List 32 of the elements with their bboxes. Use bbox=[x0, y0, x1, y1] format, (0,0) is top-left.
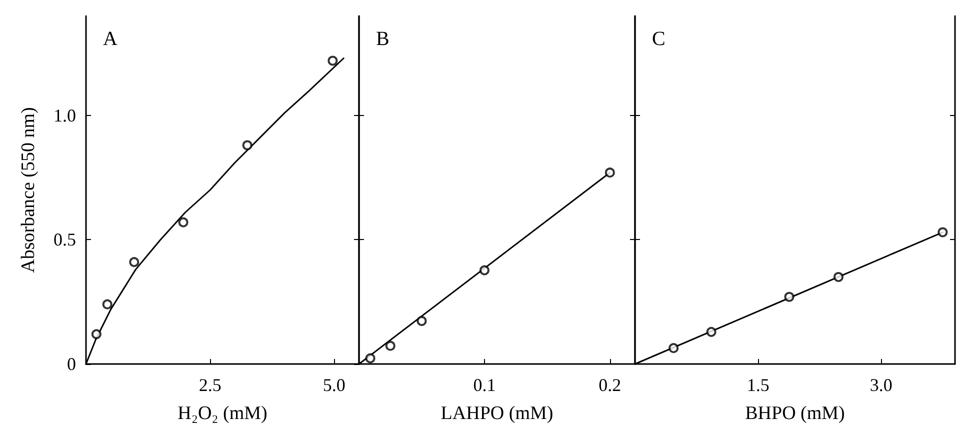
y-tick-label: 0.5 bbox=[54, 230, 76, 250]
point bbox=[668, 343, 679, 354]
point bbox=[706, 326, 716, 337]
y-axis-title: Absorbance (550 nm) bbox=[18, 107, 39, 273]
text: B bbox=[376, 28, 390, 50]
x-tick-label: 0.1 bbox=[473, 375, 496, 395]
point bbox=[102, 299, 112, 310]
x-tick-label: 1.5 bbox=[746, 375, 770, 395]
point bbox=[479, 265, 490, 276]
y-tick-label: 0 bbox=[67, 354, 76, 374]
point bbox=[416, 316, 427, 326]
text: C bbox=[652, 28, 666, 50]
point bbox=[91, 329, 102, 340]
point bbox=[328, 56, 338, 66]
x-axis-title: BHPO (mM) bbox=[745, 403, 845, 424]
point bbox=[938, 227, 948, 238]
point bbox=[129, 257, 140, 268]
point bbox=[385, 340, 396, 351]
point bbox=[784, 292, 794, 302]
point bbox=[242, 140, 252, 150]
y-tick-label: 1.0 bbox=[54, 105, 76, 126]
x-tick-label: 2.5 bbox=[198, 375, 222, 395]
x-tick-label: 3.0 bbox=[870, 375, 892, 395]
point bbox=[833, 272, 844, 282]
point bbox=[604, 168, 615, 178]
x-tick-label: 0.2 bbox=[598, 375, 622, 395]
x-axis-title: H₂O₂ (mM) bbox=[178, 403, 268, 424]
point bbox=[178, 217, 188, 228]
point bbox=[365, 353, 376, 364]
text: A bbox=[103, 28, 118, 50]
x-tick-label: 5.0 bbox=[322, 375, 346, 395]
x-axis-title: LAHPO (mM) bbox=[440, 403, 554, 424]
